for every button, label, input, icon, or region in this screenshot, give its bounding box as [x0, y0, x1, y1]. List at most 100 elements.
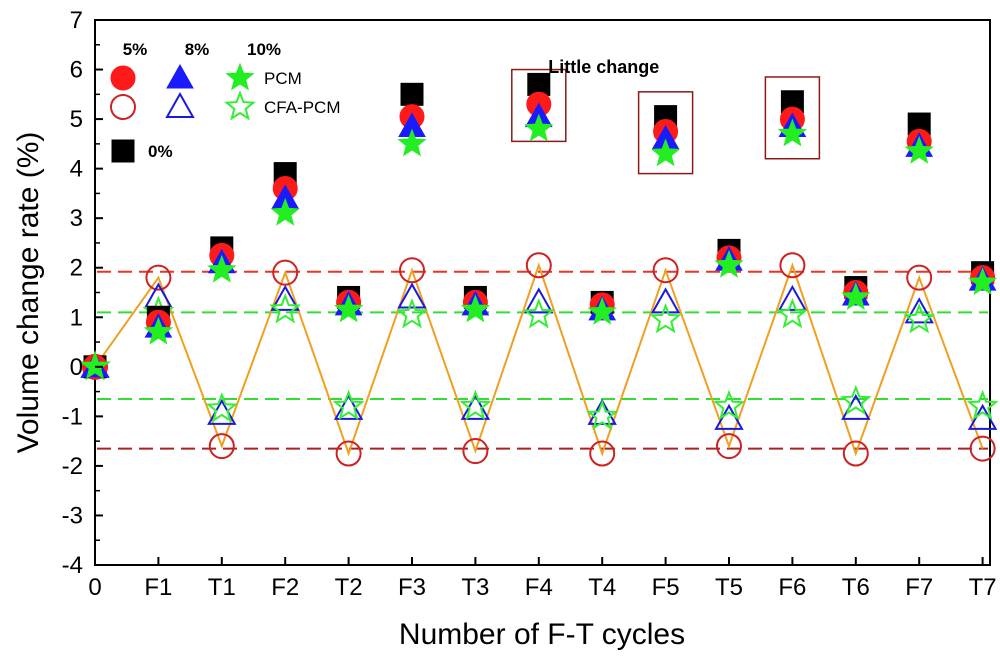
annotations: Little change: [548, 57, 659, 77]
legend-marker-cfa-pcm-8pct: [165, 91, 195, 118]
legend-label-0pct: 0%: [148, 142, 173, 161]
point-cfa-pcm-8pct-F3: [397, 282, 427, 309]
point-cfa-pcm-10pct-F5: [649, 303, 682, 334]
x-tick-label: F2: [271, 574, 299, 601]
point-cfa-pcm-10pct-F6: [776, 298, 809, 329]
x-tick-label: T4: [588, 574, 616, 601]
point-pcm-10pct-T2: [333, 294, 364, 323]
point-cfa-pcm-10pct-T3: [459, 389, 492, 421]
point-cfa-pcm-8pct-F2: [270, 284, 300, 311]
x-tick-label: F4: [525, 574, 553, 601]
point-cfa-pcm-5pct-T5: [716, 433, 742, 460]
annotation-0: Little change: [548, 57, 659, 77]
y-tick-label: -2: [62, 453, 83, 480]
point-cfa-pcm-8pct-F4: [524, 287, 554, 314]
reference-lines: [97, 270, 988, 450]
x-tick-label: F1: [144, 574, 172, 601]
point-cfa-pcm-10pct-T4: [586, 399, 619, 430]
y-tick-label: 6: [70, 57, 83, 84]
point-cfa-pcm-5pct-T3: [462, 438, 489, 465]
x-tick-label: 0: [88, 574, 101, 601]
point-pcm-10pct-T7: [967, 267, 998, 296]
y-tick-label: -4: [62, 552, 83, 579]
x-tick-label: F5: [652, 574, 680, 601]
point-pcm-10pct-T6: [841, 282, 871, 310]
point-cfa-pcm-8pct-F5: [650, 287, 681, 314]
point-cfa-pcm-5pct-F6: [779, 252, 806, 279]
point-cfa-pcm-5pct-F1: [145, 264, 172, 291]
y-tick-label: -1: [62, 403, 83, 430]
point-pcm-10pct-T3: [460, 294, 491, 323]
point-pcm-10pct-T5: [714, 249, 744, 278]
legend-marker-pcm-10pct: [225, 62, 255, 91]
y-tick-label: 3: [70, 205, 83, 232]
highlight-box-F6: [764, 76, 821, 160]
point-cfa-pcm-10pct-F7: [903, 303, 936, 334]
point-cfa-pcm-10pct-T7: [966, 389, 999, 421]
point-cfa-pcm-10pct-T2: [332, 389, 365, 421]
x-tick-label: T6: [842, 574, 870, 601]
x-tick-label: F6: [778, 574, 806, 601]
connector-line: [94, 262, 984, 457]
point-cfa-pcm-5pct-F5: [652, 257, 679, 284]
legend-percent-10pct: 10%: [247, 40, 281, 59]
point-cfa-pcm-10pct-F4: [522, 298, 555, 329]
legend-marker-pcm-8pct: [166, 63, 194, 89]
legend: 5% 8% 10% PCM CFA-PCM 0%: [110, 40, 341, 163]
x-tick-label: T5: [715, 574, 743, 601]
connector-polyline: [94, 262, 984, 457]
legend-marker-cfa-pcm-5pct: [110, 94, 136, 120]
highlight-box-F4: [511, 68, 567, 143]
legend-label-pcm: PCM: [264, 69, 302, 88]
point-cfa-pcm-8pct-F6: [777, 284, 808, 311]
x-tick-label: F3: [398, 574, 426, 601]
highlight-boxes: [511, 68, 821, 175]
point-pcm-10pct-F4: [524, 113, 554, 142]
y-tick-label: 2: [70, 255, 83, 282]
point-cfa-pcm-5pct-F3: [399, 257, 425, 284]
legend-label-cfa-pcm: CFA-PCM: [264, 98, 341, 117]
point-cfa-pcm-5pct-T7: [969, 435, 996, 462]
x-tick-label: T7: [969, 574, 997, 601]
point-cfa-pcm-5pct-T2: [335, 440, 362, 467]
point-pcm-10pct-T4: [587, 296, 617, 325]
y-tick-label: 0: [70, 354, 83, 381]
point-cfa-pcm-5pct-F2: [272, 259, 299, 286]
point-pcm-10pct-F6: [777, 118, 808, 147]
y-tick-label: 5: [70, 106, 83, 133]
y-tick-label: 1: [70, 304, 83, 331]
point-cfa-pcm-5pct-T4: [589, 440, 616, 467]
x-tick-label: T3: [461, 574, 489, 601]
point-pcm-10pct-0: [80, 351, 110, 380]
x-tick-label: T1: [208, 574, 236, 601]
point-cfa-pcm-5pct-F4: [525, 252, 552, 279]
point-cfa-pcm-5pct-T6: [842, 440, 869, 467]
data-points: [79, 72, 999, 467]
point-cfa-pcm-10pct-T1: [205, 392, 238, 423]
y-tick-label: -3: [62, 502, 83, 529]
point-pcm-10pct-T1: [207, 254, 237, 283]
point-cfa-pcm-10pct-T6: [839, 384, 872, 416]
x-tick-label: T2: [335, 574, 363, 601]
point-pcm-10pct-F1: [143, 316, 174, 345]
y-tick-label: 4: [70, 156, 83, 183]
point-pcm-10pct-F2: [270, 197, 300, 226]
point-pcm-10pct-F7: [904, 135, 934, 164]
y-axis-label: Volume change rate (%): [12, 132, 45, 454]
highlight-box-F5: [637, 91, 694, 175]
point-cfa-pcm-10pct-F2: [269, 292, 302, 324]
point-pcm-10pct-F3: [397, 128, 427, 157]
point-cfa-pcm-8pct-F7: [904, 297, 934, 324]
y-tick-label: 7: [70, 7, 83, 34]
legend-percent-5pct: 5%: [123, 40, 148, 59]
point-pcm-0pct-F3: [400, 82, 424, 106]
point-cfa-pcm-5pct-F7: [906, 264, 933, 291]
point-cfa-pcm-5pct-T1: [208, 433, 235, 460]
x-axis-label: Number of F-T cycles: [399, 618, 685, 651]
legend-marker-pcm-5pct: [110, 65, 136, 91]
point-cfa-pcm-10pct-F3: [396, 298, 428, 329]
point-cfa-pcm-10pct-T5: [713, 389, 745, 421]
legend-marker-0pct: [111, 139, 135, 163]
